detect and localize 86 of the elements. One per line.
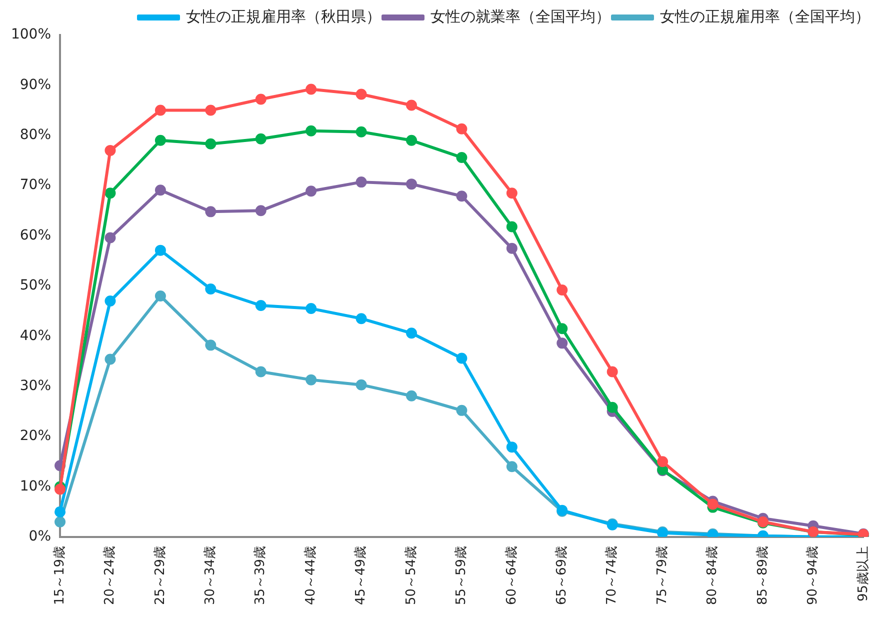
x-tick-label: 55～59歳 (454, 546, 470, 606)
point (406, 134, 417, 146)
point (406, 100, 417, 111)
point (306, 374, 317, 386)
point (104, 144, 116, 156)
x-tick-label: 50～54歳 (404, 546, 419, 606)
y-tick-label: 0% (28, 528, 52, 545)
point (456, 352, 468, 364)
x-tick-label: 45～49歳 (354, 546, 369, 606)
point (707, 498, 718, 510)
point (506, 442, 518, 453)
point (255, 300, 266, 312)
x-tick-label: 85～89歳 (755, 546, 770, 606)
point (306, 303, 317, 314)
point (556, 323, 568, 334)
x-tick-label: 90～94歳 (806, 546, 821, 606)
point (356, 126, 367, 138)
x-tick-label: 15～19歳 (52, 546, 68, 606)
y-tick-label: 30% (20, 378, 52, 394)
point (406, 390, 417, 402)
point (255, 366, 266, 378)
x-tick-label: 70～74歳 (604, 546, 620, 606)
point (54, 484, 66, 495)
point (104, 188, 116, 199)
point (406, 328, 417, 339)
point (154, 244, 166, 256)
y-tick-label: 40% (20, 328, 52, 344)
point (104, 296, 116, 307)
y-tick-label: 10% (20, 478, 52, 494)
y-tick-label: 60% (20, 227, 52, 244)
point (506, 221, 518, 232)
point (306, 84, 317, 95)
point (205, 283, 216, 294)
point (54, 506, 66, 518)
point (205, 206, 216, 218)
point (154, 104, 166, 116)
point (205, 340, 216, 351)
point (456, 123, 468, 134)
x-tick-label: 35～39歳 (253, 546, 268, 606)
legend-label: 女性の就業率（全国平均） (430, 7, 610, 26)
point (657, 456, 668, 468)
x-tick-label: 80～84歳 (705, 546, 720, 606)
point (456, 404, 468, 416)
y-tick-label: 20% (20, 428, 52, 444)
point (154, 184, 166, 196)
y-tick-label: 90% (20, 76, 52, 93)
point (506, 461, 518, 472)
point (406, 178, 417, 190)
point (356, 379, 367, 390)
point (306, 125, 317, 136)
point (104, 232, 116, 244)
x-tick-label: 40～44歳 (303, 546, 318, 606)
x-tick-label: 65～69歳 (554, 546, 570, 606)
point (506, 188, 518, 199)
x-tick-label: 75～79歳 (654, 546, 670, 606)
legend-label: 女性の正規雇用率（全国平均） (660, 7, 870, 26)
y-tick-label: 100% (10, 26, 52, 43)
point (154, 134, 166, 146)
point (556, 338, 568, 349)
point (205, 104, 216, 116)
point (255, 94, 266, 105)
point (306, 186, 317, 197)
x-tick-label: 60～64歳 (504, 546, 520, 606)
point (606, 366, 618, 378)
point (556, 284, 568, 296)
point (205, 138, 216, 150)
point (506, 242, 518, 254)
point (255, 133, 266, 144)
point (356, 88, 367, 100)
point (154, 290, 166, 302)
point (356, 313, 367, 324)
point (456, 152, 468, 163)
x-tick-label: 95歳以上 (856, 546, 871, 602)
point (54, 516, 66, 528)
point (456, 190, 468, 202)
y-tick-label: 50% (20, 278, 52, 294)
point (606, 402, 618, 413)
x-tick-label: 30～34歳 (203, 546, 218, 606)
x-tick-label: 25～29歳 (152, 546, 168, 606)
x-tick-label: 20～24歳 (102, 546, 118, 606)
point (255, 205, 266, 216)
legend-label: 女性の正規雇用率（秋田県） (186, 7, 381, 26)
y-tick-label: 80% (20, 127, 52, 144)
y-tick-label: 70% (20, 177, 52, 194)
point (104, 354, 116, 365)
point (356, 176, 367, 188)
